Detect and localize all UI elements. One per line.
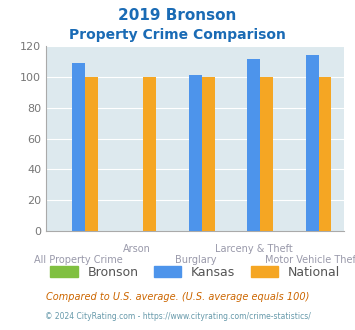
Text: Compared to U.S. average. (U.S. average equals 100): Compared to U.S. average. (U.S. average … [46,292,309,302]
Text: © 2024 CityRating.com - https://www.cityrating.com/crime-statistics/: © 2024 CityRating.com - https://www.city… [45,312,310,321]
Bar [143,77,156,231]
Bar [72,63,85,231]
Text: All Property Crime: All Property Crime [34,255,123,265]
Legend: Bronson, Kansas, National: Bronson, Kansas, National [45,261,345,284]
Text: Motor Vehicle Theft: Motor Vehicle Theft [265,255,355,265]
Bar [189,76,202,231]
Text: Arson: Arson [123,244,151,254]
Bar [260,77,273,231]
Bar [202,77,214,231]
Text: Larceny & Theft: Larceny & Theft [215,244,293,254]
Text: Property Crime Comparison: Property Crime Comparison [69,28,286,42]
Bar [85,77,98,231]
Text: 2019 Bronson: 2019 Bronson [118,8,237,23]
Bar [319,77,332,231]
Bar [306,55,319,231]
Bar [247,58,260,231]
Text: Burglary: Burglary [175,255,216,265]
